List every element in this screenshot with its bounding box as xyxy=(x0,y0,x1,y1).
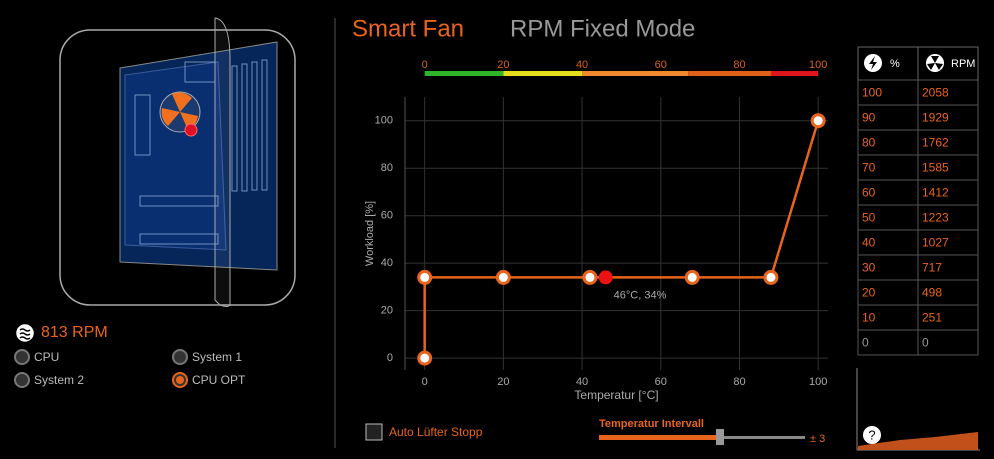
table-cell: 717 xyxy=(922,261,942,275)
curve-point[interactable] xyxy=(417,350,433,366)
curve-point[interactable] xyxy=(582,269,598,285)
rpm-icon-fan xyxy=(927,56,943,70)
table-cell: 0 xyxy=(922,336,929,350)
table-cell: 30 xyxy=(862,261,876,275)
radio[interactable] xyxy=(14,372,30,388)
temperature-tick-label: 60 xyxy=(655,59,667,71)
x-tick-label: 20 xyxy=(497,376,509,388)
radio-label: CPU OPT xyxy=(192,373,246,387)
current-point xyxy=(598,270,613,285)
table-cell: 498 xyxy=(922,286,942,300)
curve-point[interactable] xyxy=(763,269,779,285)
table-cell: 1585 xyxy=(922,161,949,175)
tab-smart-fan[interactable]: Smart Fan xyxy=(352,15,464,42)
table-cell: 1929 xyxy=(922,111,949,125)
table-cell: 1027 xyxy=(922,236,949,250)
curve-point[interactable] xyxy=(417,269,433,285)
temperature-segment xyxy=(582,71,689,76)
radio-label: System 1 xyxy=(192,350,242,364)
table-cell: 10 xyxy=(862,311,876,325)
table-header: % xyxy=(890,58,900,70)
table-cell: 80 xyxy=(862,136,876,150)
x-axis-label: Temperatur [°C] xyxy=(574,388,658,402)
temperature-tick-label: 0 xyxy=(422,59,428,71)
radio-dot xyxy=(176,376,184,384)
radio-label: System 2 xyxy=(34,373,84,387)
interval-value: ± 3 xyxy=(810,433,825,445)
table-cell: 40 xyxy=(862,236,876,250)
y-axis-label: Workload [%] xyxy=(364,201,376,266)
table-cell: 50 xyxy=(862,211,876,225)
rpm-value: 813 RPM xyxy=(41,324,108,341)
mini-graph xyxy=(856,368,980,451)
radio[interactable] xyxy=(14,349,30,365)
temperature-segment xyxy=(424,71,504,76)
table-cell: 60 xyxy=(862,186,876,200)
y-tick-label: 60 xyxy=(381,210,393,222)
auto-stop-label[interactable]: Auto Lüfter Stopp xyxy=(389,425,483,439)
radio-label: CPU xyxy=(34,350,59,364)
y-tick-label: 0 xyxy=(387,352,393,364)
percent-icon-bolt xyxy=(869,56,877,70)
curve-point[interactable] xyxy=(810,113,826,129)
help-icon[interactable]: ? xyxy=(868,427,875,442)
temperature-tick-label: 20 xyxy=(497,59,509,71)
x-tick-label: 40 xyxy=(576,376,588,388)
table-cell: 90 xyxy=(862,111,876,125)
table-cell: 1223 xyxy=(922,211,949,225)
y-tick-label: 40 xyxy=(381,257,393,269)
table-cell: 100 xyxy=(862,86,882,100)
y-tick-label: 20 xyxy=(381,305,393,317)
temperature-segment xyxy=(770,71,819,76)
table-cell: 20 xyxy=(862,286,876,300)
slider-fill xyxy=(599,435,720,440)
rpm-icon xyxy=(16,324,34,342)
curve-point[interactable] xyxy=(684,269,700,285)
table-header: RPM xyxy=(951,58,975,70)
temperature-tick-label: 100 xyxy=(809,59,827,71)
x-tick-label: 80 xyxy=(733,376,745,388)
table-cell: 0 xyxy=(862,336,869,350)
table-cell: 1412 xyxy=(922,186,949,200)
temperature-segment xyxy=(503,71,583,76)
x-tick-label: 60 xyxy=(655,376,667,388)
table-cell: 2058 xyxy=(922,86,949,100)
x-tick-label: 100 xyxy=(809,376,827,388)
table-cell: 70 xyxy=(862,161,876,175)
curve-point[interactable] xyxy=(495,269,511,285)
table-cell: 251 xyxy=(922,311,942,325)
y-tick-label: 100 xyxy=(375,115,393,127)
current-label: 46°C, 34% xyxy=(614,289,667,301)
temperature-tick-label: 80 xyxy=(733,59,745,71)
y-tick-label: 80 xyxy=(381,162,393,174)
x-tick-label: 0 xyxy=(422,376,428,388)
case-illustration xyxy=(59,17,296,307)
table-cell: 1762 xyxy=(922,136,949,150)
tab-rpm-fixed[interactable]: RPM Fixed Mode xyxy=(510,15,695,42)
slider-thumb[interactable] xyxy=(716,429,724,445)
interval-label: Temperatur Intervall xyxy=(599,418,704,430)
radio[interactable] xyxy=(172,349,188,365)
auto-stop-checkbox[interactable] xyxy=(365,423,383,441)
temperature-segment xyxy=(688,71,771,76)
temperature-tick-label: 40 xyxy=(576,59,588,71)
workload-line xyxy=(423,120,820,359)
